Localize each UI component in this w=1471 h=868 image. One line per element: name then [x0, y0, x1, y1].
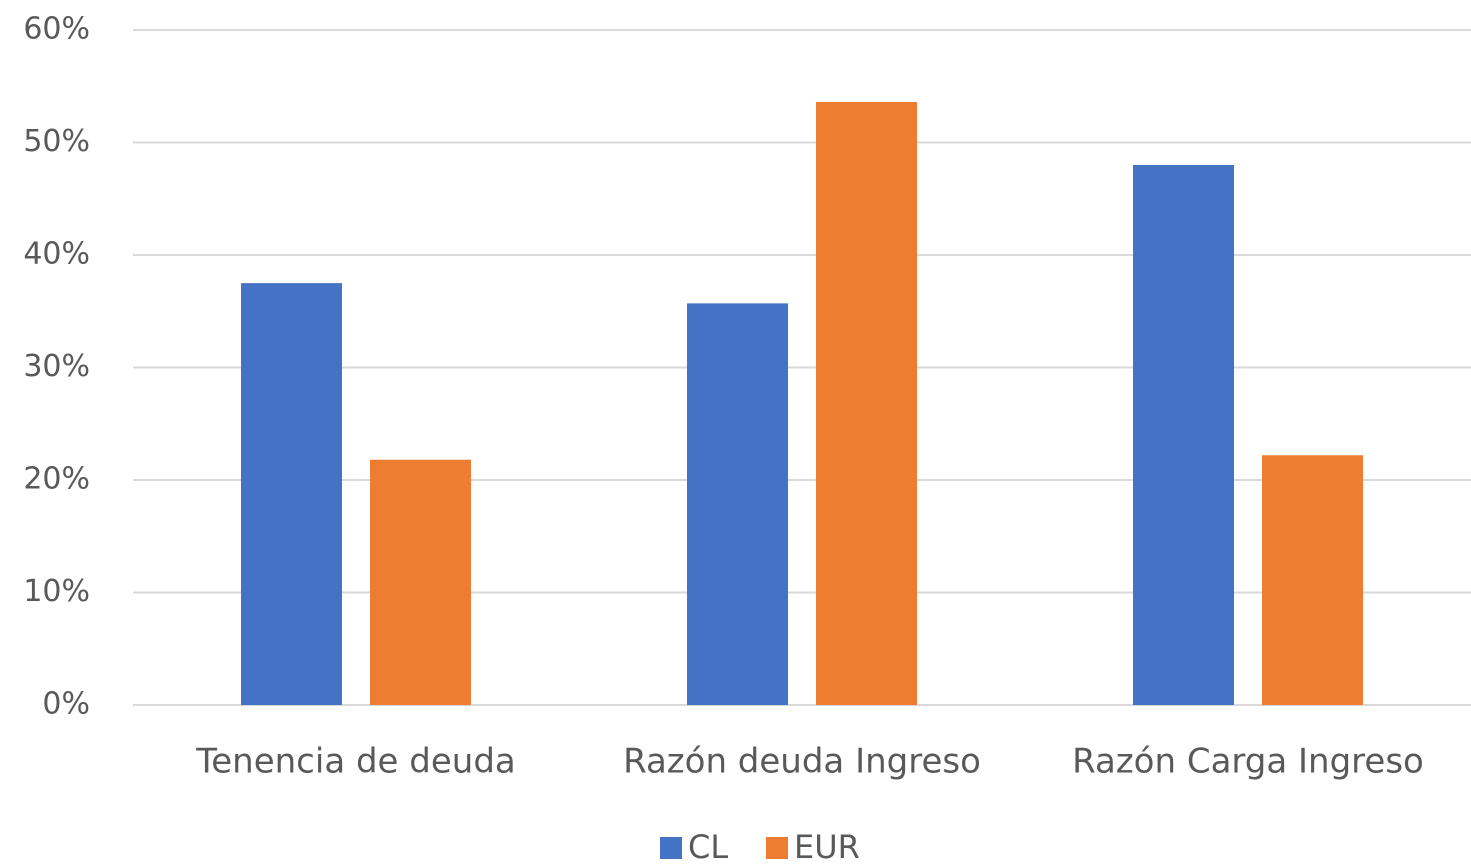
- x-tick-label: Razón Carga Ingreso: [1072, 742, 1424, 782]
- bar: [1262, 455, 1363, 705]
- x-tick-label: Tenencia de deuda: [195, 742, 515, 782]
- y-tick-label: 40%: [23, 237, 90, 272]
- bar: [816, 102, 917, 705]
- bar: [1133, 165, 1234, 705]
- legend-label: EUR: [794, 828, 860, 864]
- y-tick-label: 30%: [23, 349, 90, 384]
- y-tick-label: 20%: [23, 462, 90, 497]
- legend-label: CL: [688, 828, 728, 864]
- legend-swatch: [660, 837, 682, 859]
- legend-swatch: [766, 837, 788, 859]
- y-tick-label: 10%: [23, 574, 90, 609]
- bar: [241, 283, 342, 705]
- bar: [687, 303, 788, 705]
- y-tick-label: 60%: [23, 12, 90, 47]
- y-tick-label: 0%: [42, 687, 90, 722]
- y-tick-label: 50%: [23, 124, 90, 159]
- x-tick-label: Razón deuda Ingreso: [623, 742, 981, 782]
- bar: [370, 459, 471, 705]
